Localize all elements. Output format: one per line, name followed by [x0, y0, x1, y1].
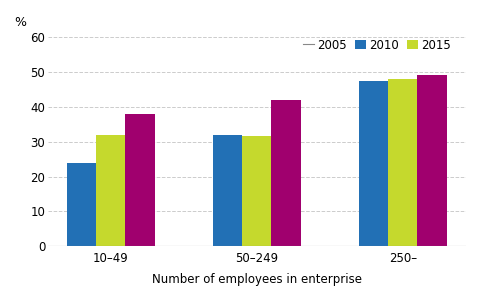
Bar	[359, 81, 388, 246]
X-axis label: Number of employees in enterprise: Number of employees in enterprise	[152, 273, 362, 286]
Bar	[388, 79, 418, 246]
Bar	[96, 135, 125, 246]
Bar	[67, 163, 96, 246]
Legend: 2005, 2010, 2015: 2005, 2010, 2015	[303, 39, 451, 52]
Text: %: %	[14, 16, 26, 29]
Bar	[271, 100, 300, 246]
Bar	[242, 136, 271, 246]
Bar	[125, 114, 155, 246]
Bar	[418, 75, 446, 246]
Bar	[213, 135, 242, 246]
